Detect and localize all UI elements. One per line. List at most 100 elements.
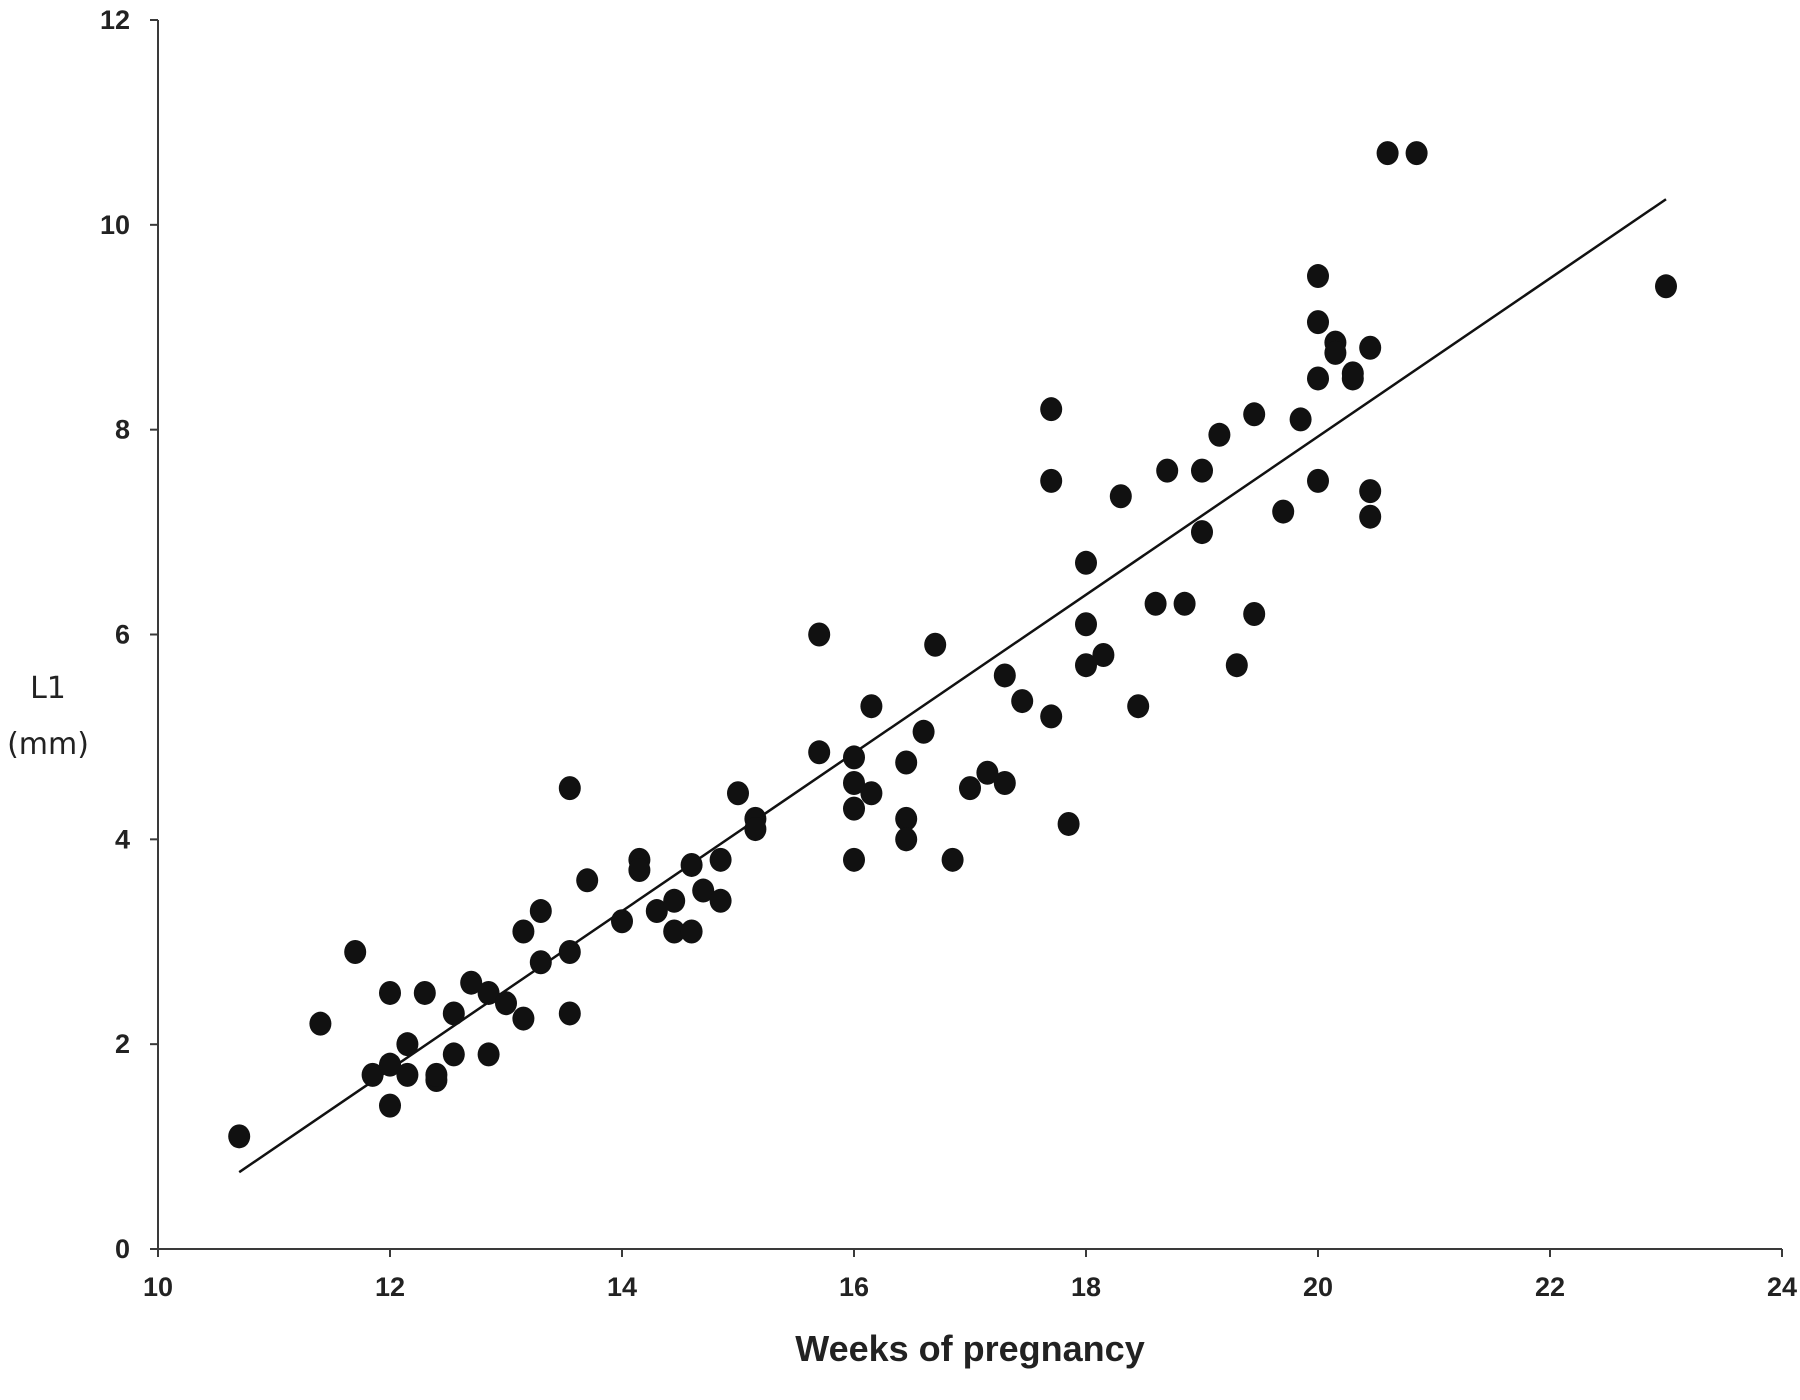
x-axis-ticks: 10 12 14 16 18 20 22 24 bbox=[143, 1249, 1797, 1302]
y-tick-label: 8 bbox=[115, 415, 130, 445]
data-point bbox=[993, 663, 1016, 688]
data-point bbox=[1173, 591, 1196, 616]
data-point bbox=[1127, 694, 1150, 719]
data-point bbox=[727, 781, 749, 806]
data-point bbox=[529, 950, 552, 975]
data-point bbox=[628, 858, 651, 883]
data-point bbox=[1144, 591, 1167, 616]
data-point bbox=[1075, 612, 1097, 637]
data-point bbox=[1359, 335, 1382, 360]
data-point bbox=[1191, 458, 1213, 483]
data-point bbox=[1075, 550, 1097, 575]
data-point bbox=[912, 719, 935, 744]
data-point bbox=[1092, 642, 1115, 667]
data-point bbox=[1208, 422, 1231, 447]
data-point bbox=[529, 899, 552, 924]
data-point bbox=[860, 781, 883, 806]
data-point bbox=[860, 694, 883, 719]
y-tick-label: 0 bbox=[115, 1234, 130, 1264]
data-point bbox=[808, 740, 831, 765]
data-point bbox=[396, 1062, 419, 1087]
data-point bbox=[843, 796, 865, 821]
data-point bbox=[495, 991, 517, 1016]
x-tick-label: 10 bbox=[143, 1272, 173, 1302]
data-point bbox=[1075, 653, 1097, 678]
data-point bbox=[413, 980, 436, 1005]
data-point bbox=[1359, 479, 1382, 504]
data-point bbox=[1243, 402, 1266, 427]
data-point bbox=[558, 939, 581, 964]
x-tick-label: 18 bbox=[1071, 1272, 1101, 1302]
data-point bbox=[1655, 274, 1677, 299]
data-point bbox=[1040, 468, 1063, 493]
data-point bbox=[692, 878, 715, 903]
data-point bbox=[1156, 458, 1179, 483]
data-point bbox=[941, 847, 964, 872]
data-point bbox=[744, 817, 767, 842]
data-point bbox=[512, 919, 535, 944]
data-point bbox=[379, 1052, 401, 1077]
data-point bbox=[512, 1006, 535, 1031]
data-point bbox=[1376, 141, 1399, 166]
data-point bbox=[976, 760, 999, 785]
data-point bbox=[895, 750, 918, 775]
data-point bbox=[611, 909, 633, 934]
data-point bbox=[663, 919, 686, 944]
data-point bbox=[309, 1011, 332, 1036]
data-point bbox=[1040, 704, 1063, 729]
data-point bbox=[843, 771, 865, 796]
data-point bbox=[1272, 499, 1295, 524]
data-point bbox=[361, 1062, 384, 1087]
data-point bbox=[558, 1001, 581, 1026]
data-point bbox=[1307, 366, 1329, 391]
data-point bbox=[924, 632, 947, 657]
data-point bbox=[477, 980, 500, 1005]
y-tick-label: 10 bbox=[100, 210, 130, 240]
y-axis-label-line-2: (mm) bbox=[7, 727, 89, 762]
data-point bbox=[379, 1093, 401, 1118]
data-point bbox=[1359, 504, 1382, 529]
data-point bbox=[442, 1042, 465, 1067]
y-tick-label: 12 bbox=[100, 5, 130, 35]
data-point bbox=[1191, 520, 1213, 545]
data-point bbox=[808, 622, 831, 647]
data-point bbox=[1109, 484, 1132, 509]
data-point bbox=[228, 1124, 251, 1149]
axes bbox=[157, 20, 1782, 1250]
data-point bbox=[680, 919, 703, 944]
data-point bbox=[959, 776, 981, 801]
data-point bbox=[477, 1042, 500, 1067]
x-tick-label: 20 bbox=[1303, 1272, 1333, 1302]
x-tick-label: 16 bbox=[839, 1272, 869, 1302]
trend-line bbox=[238, 198, 1667, 1174]
data-point bbox=[645, 899, 668, 924]
data-point bbox=[1011, 689, 1034, 714]
y-tick-label: 2 bbox=[115, 1029, 130, 1059]
data-point bbox=[843, 847, 865, 872]
data-point bbox=[442, 1001, 465, 1026]
x-tick-label: 14 bbox=[607, 1272, 637, 1302]
data-points bbox=[228, 141, 1677, 1149]
data-point bbox=[895, 827, 918, 852]
data-point bbox=[1289, 407, 1312, 432]
data-point bbox=[843, 745, 865, 770]
data-point bbox=[460, 970, 483, 995]
data-point bbox=[379, 980, 401, 1005]
data-point bbox=[558, 776, 581, 801]
data-point bbox=[709, 847, 732, 872]
data-point bbox=[344, 939, 367, 964]
y-axis-label-line-1: L1 bbox=[30, 671, 66, 706]
x-tick-label: 22 bbox=[1535, 1272, 1565, 1302]
data-point bbox=[1307, 264, 1329, 289]
data-point bbox=[1341, 366, 1364, 391]
y-tick-label: 6 bbox=[115, 620, 130, 650]
data-point bbox=[1225, 653, 1248, 678]
x-axis-label: Weeks of pregnancy bbox=[795, 1328, 1144, 1369]
data-point bbox=[425, 1062, 448, 1087]
data-point bbox=[663, 888, 686, 913]
y-axis-ticks: 0 2 4 6 8 10 12 bbox=[100, 5, 158, 1264]
data-point bbox=[396, 1032, 419, 1057]
data-point bbox=[680, 852, 703, 877]
